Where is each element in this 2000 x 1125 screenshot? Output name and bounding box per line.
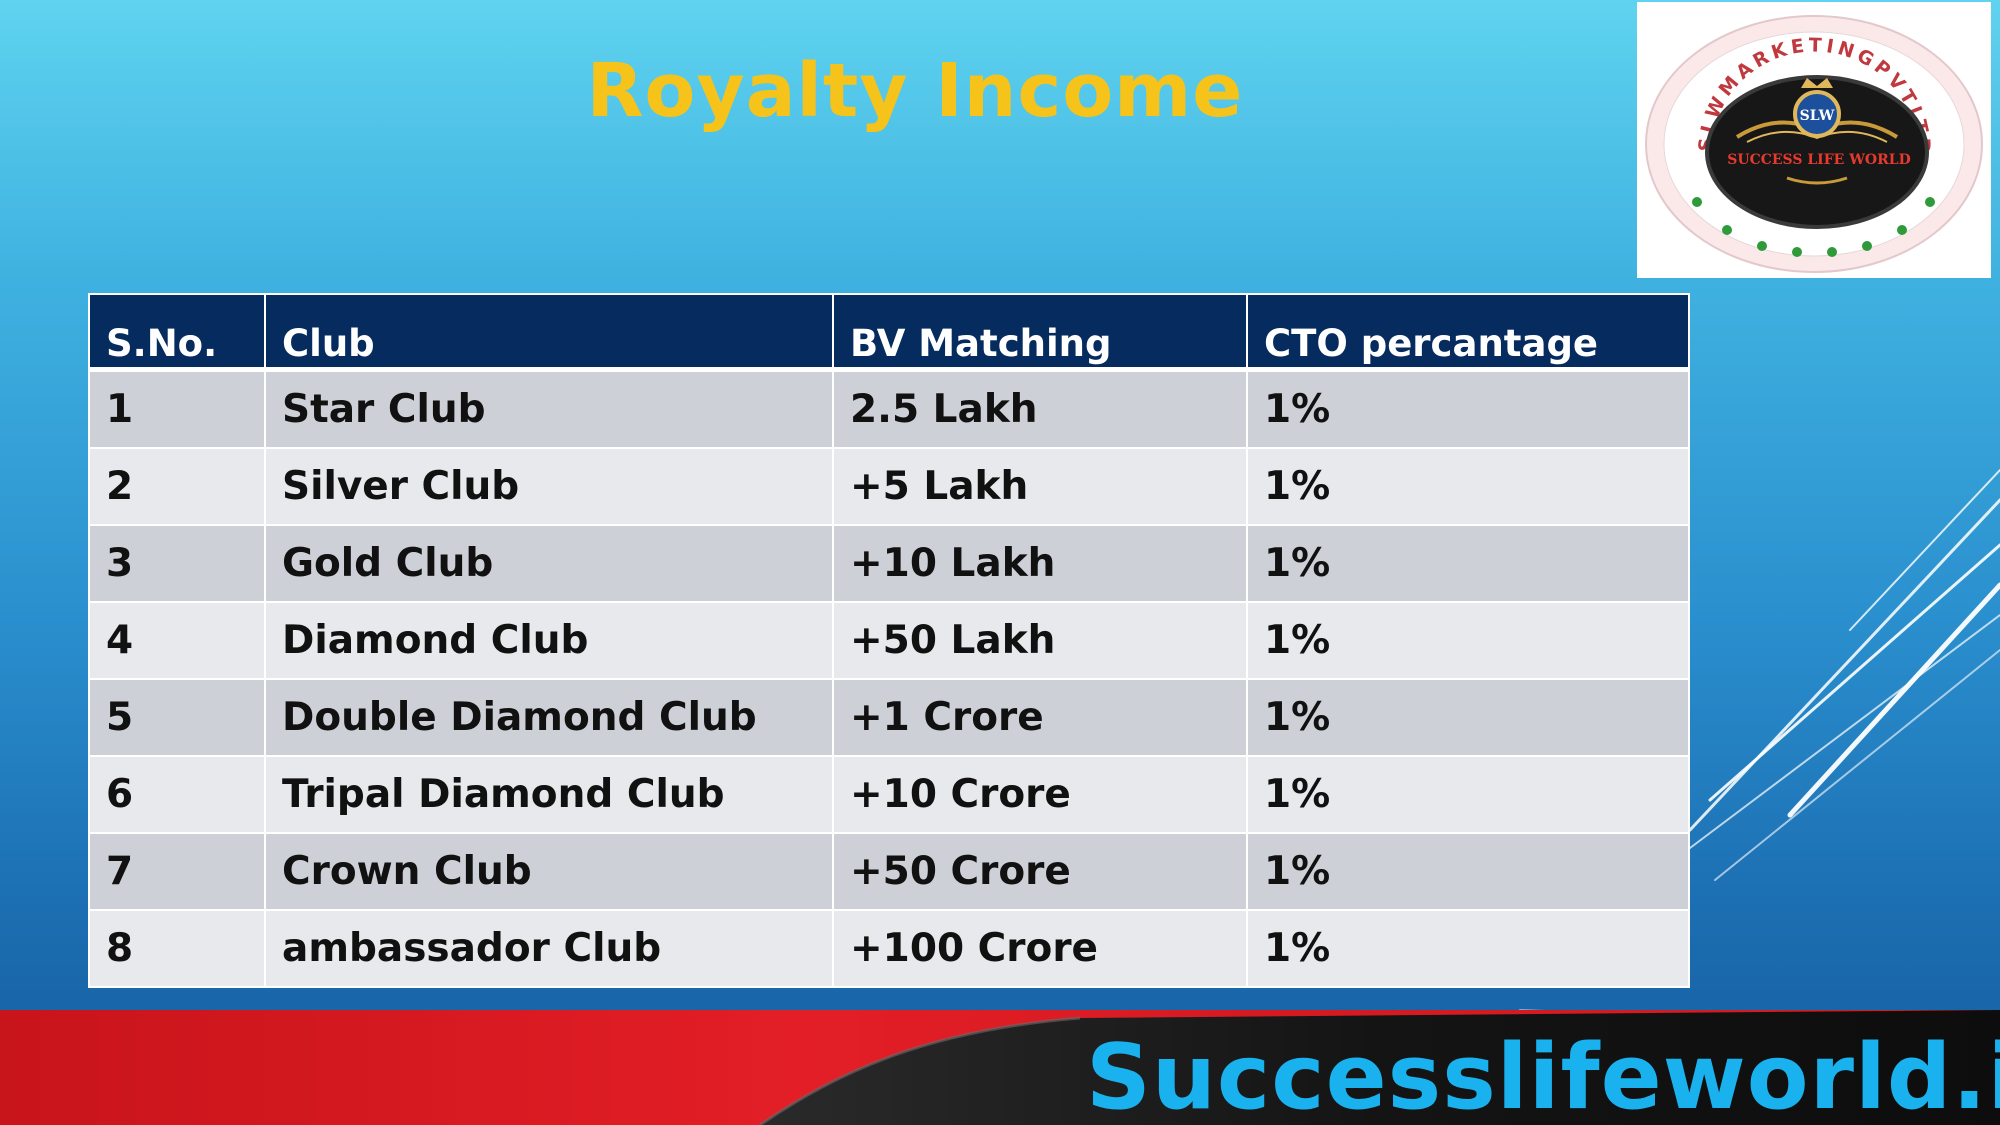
company-logo: SLWMARKETINGPVTLTD SLW SUCCESS LIFE WORL… <box>1637 2 1991 278</box>
cell-sno: 3 <box>88 524 266 603</box>
table-row: 5 Double Diamond Club +1 Crore 1% <box>88 678 1690 757</box>
header-club: Club <box>264 293 834 372</box>
page-title: Royalty Income <box>586 48 1244 134</box>
cell-club: Gold Club <box>264 524 834 603</box>
royalty-table: S.No. Club BV Matching CTO percantage 1 … <box>88 293 1690 988</box>
cell-cto-percentage: 1% <box>1246 909 1690 988</box>
table-row: 7 Crown Club +50 Crore 1% <box>88 832 1690 911</box>
cell-sno: 5 <box>88 678 266 757</box>
logo-monogram: SLW <box>1800 108 1835 124</box>
table-row: 1 Star Club 2.5 Lakh 1% <box>88 368 1690 449</box>
cell-cto-percentage: 1% <box>1246 368 1690 449</box>
table-header-row: S.No. Club BV Matching CTO percantage <box>88 293 1690 372</box>
cell-bv-matching: +10 Lakh <box>832 524 1248 603</box>
footer-banner <box>0 1010 2000 1125</box>
cell-club: Tripal Diamond Club <box>264 755 834 834</box>
cell-cto-percentage: 1% <box>1246 678 1690 757</box>
cell-bv-matching: +1 Crore <box>832 678 1248 757</box>
cell-bv-matching: +50 Crore <box>832 832 1248 911</box>
cell-sno: 7 <box>88 832 266 911</box>
table-row: 8 ambassador Club +100 Crore 1% <box>88 909 1690 988</box>
cell-bv-matching: 2.5 Lakh <box>832 368 1248 449</box>
header-bv-matching: BV Matching <box>832 293 1248 372</box>
header-cto-percentage: CTO percantage <box>1246 293 1690 372</box>
cell-club: Crown Club <box>264 832 834 911</box>
cell-bv-matching: +50 Lakh <box>832 601 1248 680</box>
cell-club: Double Diamond Club <box>264 678 834 757</box>
cell-club: ambassador Club <box>264 909 834 988</box>
cell-sno: 8 <box>88 909 266 988</box>
cell-cto-percentage: 1% <box>1246 447 1690 526</box>
table-row: 3 Gold Club +10 Lakh 1% <box>88 524 1690 603</box>
cell-sno: 6 <box>88 755 266 834</box>
cell-bv-matching: +10 Crore <box>832 755 1248 834</box>
table-row: 6 Tripal Diamond Club +10 Crore 1% <box>88 755 1690 834</box>
cell-club: Silver Club <box>264 447 834 526</box>
cell-cto-percentage: 1% <box>1246 524 1690 603</box>
cell-sno: 1 <box>88 368 266 449</box>
cell-club: Diamond Club <box>264 601 834 680</box>
logo-center-text: SUCCESS LIFE WORLD <box>1727 152 1910 168</box>
cell-sno: 4 <box>88 601 266 680</box>
cell-bv-matching: +5 Lakh <box>832 447 1248 526</box>
cell-cto-percentage: 1% <box>1246 755 1690 834</box>
cell-cto-percentage: 1% <box>1246 832 1690 911</box>
cell-sno: 2 <box>88 447 266 526</box>
table-row: 4 Diamond Club +50 Lakh 1% <box>88 601 1690 680</box>
cell-bv-matching: +100 Crore <box>832 909 1248 988</box>
header-sno: S.No. <box>88 293 266 372</box>
table-row: 2 Silver Club +5 Lakh 1% <box>88 447 1690 526</box>
cell-club: Star Club <box>264 368 834 449</box>
cell-cto-percentage: 1% <box>1246 601 1690 680</box>
website-link[interactable]: Successlifeworld.in <box>1086 1025 2000 1125</box>
